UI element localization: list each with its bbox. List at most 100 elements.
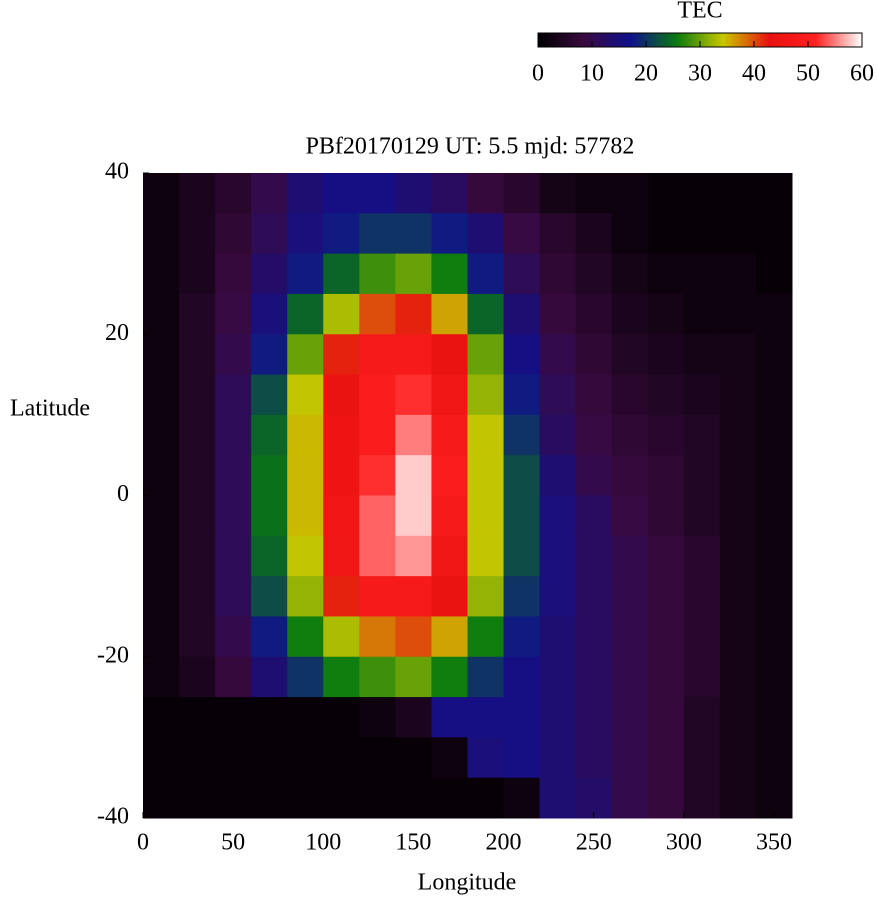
heat-cell bbox=[683, 495, 721, 537]
heat-cell bbox=[683, 414, 721, 456]
heat-cell bbox=[575, 576, 613, 617]
heat-cell bbox=[359, 576, 396, 617]
heat-cell bbox=[647, 374, 685, 416]
heat-cell bbox=[143, 334, 180, 376]
heat-cell bbox=[287, 455, 324, 496]
heat-cell bbox=[467, 455, 505, 496]
heat-cell bbox=[647, 777, 685, 819]
heat-cell bbox=[755, 656, 793, 698]
heat-cell bbox=[647, 697, 685, 738]
heat-cell bbox=[539, 253, 577, 295]
heat-cell bbox=[683, 777, 721, 819]
heat-cell bbox=[575, 455, 613, 496]
heat-cell bbox=[467, 535, 505, 577]
heat-cell bbox=[431, 334, 468, 376]
heat-cell bbox=[251, 535, 288, 577]
heat-cell bbox=[503, 737, 541, 779]
heat-cell bbox=[647, 253, 685, 295]
heat-cell bbox=[287, 334, 324, 376]
heat-cell bbox=[251, 737, 288, 779]
heat-cell bbox=[539, 213, 577, 255]
heat-cell bbox=[467, 737, 505, 779]
heat-cell bbox=[647, 173, 685, 214]
heat-cell bbox=[323, 213, 360, 255]
colorbar-tick-label: 60 bbox=[850, 61, 874, 87]
heat-cell bbox=[575, 173, 613, 214]
heat-cell bbox=[395, 737, 432, 779]
heat-cell bbox=[755, 253, 793, 295]
heat-cell bbox=[287, 737, 324, 779]
heat-cell bbox=[467, 697, 505, 738]
heat-cell bbox=[359, 656, 396, 698]
heat-cell bbox=[539, 576, 577, 617]
heat-cell bbox=[323, 253, 360, 295]
heat-cell bbox=[503, 213, 541, 255]
heat-cell bbox=[395, 213, 432, 255]
heat-cell bbox=[611, 616, 649, 658]
heat-cell bbox=[323, 697, 360, 738]
heat-cell bbox=[323, 173, 360, 214]
heat-cell bbox=[755, 414, 793, 456]
heat-cell bbox=[683, 293, 721, 335]
heat-cell bbox=[323, 535, 360, 577]
heat-cell bbox=[395, 293, 432, 335]
heat-cell bbox=[539, 455, 577, 496]
heat-cell bbox=[143, 213, 180, 255]
heat-cell bbox=[179, 576, 216, 617]
heat-cell bbox=[215, 414, 252, 456]
heat-cell bbox=[215, 253, 252, 295]
heat-cell bbox=[755, 213, 793, 255]
heat-cell bbox=[503, 495, 541, 537]
heat-cell bbox=[503, 414, 541, 456]
heat-cell bbox=[431, 576, 468, 617]
heat-cell bbox=[719, 293, 757, 335]
heat-cell bbox=[647, 213, 685, 255]
heat-cell bbox=[395, 697, 432, 738]
heat-cell bbox=[287, 656, 324, 698]
heat-cell bbox=[611, 173, 649, 214]
heat-cell bbox=[575, 374, 613, 416]
heat-cell bbox=[719, 374, 757, 416]
heat-cell bbox=[719, 697, 757, 738]
heat-cell bbox=[359, 173, 396, 214]
heat-cell bbox=[467, 777, 505, 819]
heat-cell bbox=[251, 374, 288, 416]
heat-cell bbox=[611, 535, 649, 577]
heat-cell bbox=[395, 455, 432, 496]
heat-cell bbox=[575, 213, 613, 255]
heat-cell bbox=[503, 697, 541, 738]
heat-cell bbox=[143, 374, 180, 416]
heat-cell bbox=[467, 173, 505, 214]
heat-cell bbox=[323, 374, 360, 416]
x-tick-label: 50 bbox=[221, 830, 245, 856]
heat-cell bbox=[251, 414, 288, 456]
heat-cell bbox=[503, 253, 541, 295]
heat-cell bbox=[359, 616, 396, 658]
x-tick-label: 250 bbox=[576, 830, 612, 856]
heat-cell bbox=[755, 697, 793, 738]
heat-cell bbox=[647, 576, 685, 617]
heat-cell bbox=[539, 414, 577, 456]
heat-cell bbox=[575, 414, 613, 456]
y-tick-label: -40 bbox=[97, 804, 129, 830]
heat-cell bbox=[539, 293, 577, 335]
heat-cell bbox=[647, 455, 685, 496]
heat-cell bbox=[719, 173, 757, 214]
heat-cell bbox=[287, 293, 324, 335]
heat-cell bbox=[467, 576, 505, 617]
heat-cell bbox=[611, 374, 649, 416]
heat-cell bbox=[539, 173, 577, 214]
heat-cell bbox=[611, 334, 649, 376]
heat-cell bbox=[143, 293, 180, 335]
heat-cell bbox=[251, 455, 288, 496]
colorbar-tick-label: 50 bbox=[796, 61, 820, 87]
heat-cell bbox=[431, 697, 468, 738]
heat-cell bbox=[755, 334, 793, 376]
heat-cell bbox=[539, 374, 577, 416]
heat-cell bbox=[251, 777, 288, 819]
heat-cell bbox=[179, 777, 216, 819]
heat-cell bbox=[503, 334, 541, 376]
heat-cell bbox=[323, 777, 360, 819]
heat-cell bbox=[359, 737, 396, 779]
heat-cell bbox=[503, 616, 541, 658]
